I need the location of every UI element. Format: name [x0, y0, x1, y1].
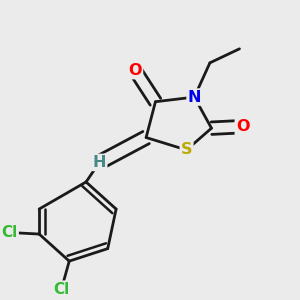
Text: H: H	[93, 155, 106, 170]
Text: N: N	[188, 90, 201, 105]
Text: O: O	[236, 119, 249, 134]
Text: Cl: Cl	[2, 225, 18, 240]
Text: Cl: Cl	[53, 282, 70, 297]
Text: S: S	[181, 142, 192, 158]
Text: O: O	[128, 63, 142, 78]
